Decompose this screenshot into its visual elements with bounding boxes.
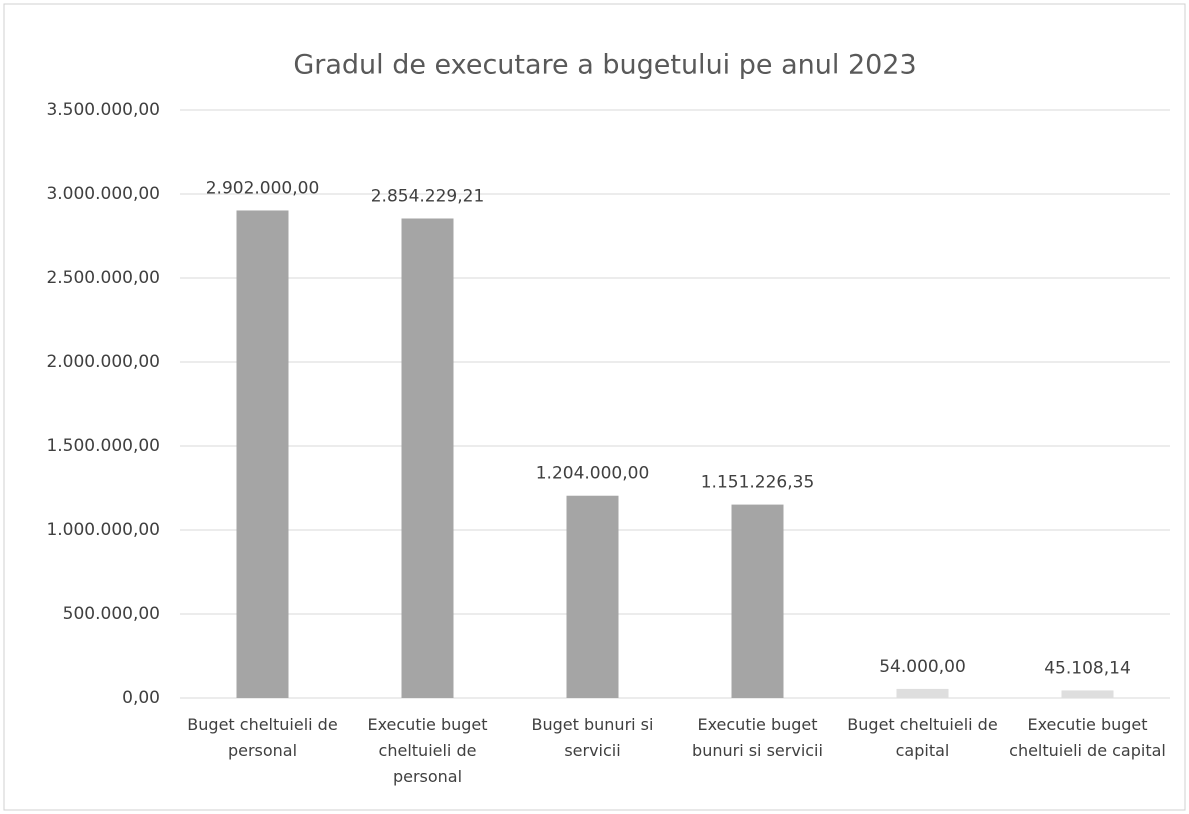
bar [896, 688, 949, 698]
y-tick-label: 500.000,00 [63, 604, 160, 624]
chart-border [3, 3, 1186, 811]
x-tick-label: Executie buget cheltuieli de personal [367, 715, 488, 786]
bar [236, 210, 289, 699]
value-label: 2.854.229,21 [371, 186, 485, 206]
value-label: 54.000,00 [879, 657, 966, 677]
bar [566, 495, 619, 698]
x-tick-label: Executie buget bunuri si servicii [692, 715, 823, 760]
y-tick-label: 3.500.000,00 [46, 100, 160, 120]
y-tick-label: 1.000.000,00 [46, 520, 160, 540]
bar [1061, 690, 1114, 698]
y-tick-label: 0,00 [122, 688, 160, 708]
value-label: 1.151.226,35 [701, 473, 815, 493]
value-label: 2.902.000,00 [206, 178, 320, 198]
x-tick-label: Buget bunuri si servicii [531, 715, 654, 760]
x-tick-label: Buget cheltuieli de personal [187, 715, 338, 760]
x-tick-label: Buget cheltuieli de capital [847, 715, 998, 760]
y-tick-label: 2.500.000,00 [46, 268, 160, 288]
x-tick-label: Executie buget cheltuieli de capital [1009, 715, 1166, 760]
bar [731, 504, 784, 698]
y-tick-label: 1.500.000,00 [46, 436, 160, 456]
y-tick-label: 3.000.000,00 [46, 184, 160, 204]
chart-title: Gradul de executare a bugetului pe anul … [293, 50, 916, 81]
value-label: 45.108,14 [1044, 658, 1131, 678]
bar [401, 218, 454, 698]
y-tick-label: 2.000.000,00 [46, 352, 160, 372]
value-label: 1.204.000,00 [536, 464, 650, 484]
